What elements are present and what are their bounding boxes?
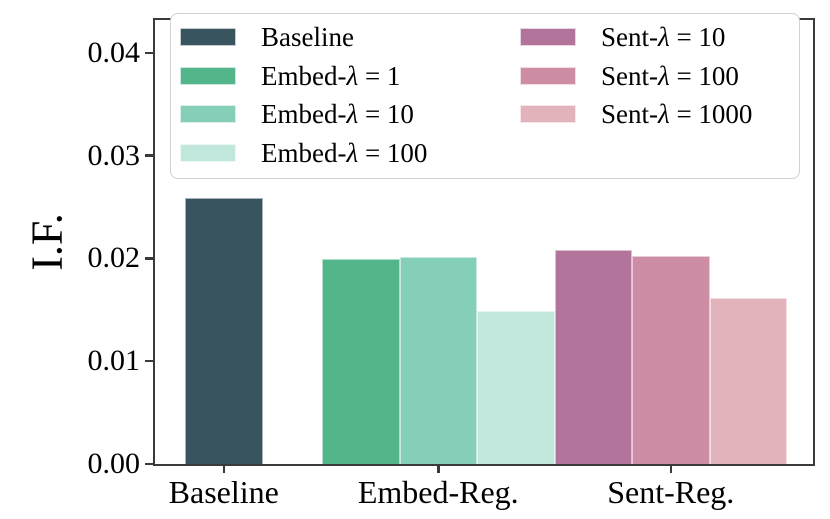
bar-baseline xyxy=(185,197,263,464)
legend-label: Sent-λ = 10 xyxy=(601,22,726,52)
legend-entry: Sent-λ = 10 xyxy=(520,18,725,56)
bar-sent-1000 xyxy=(709,297,787,464)
legend-swatch xyxy=(180,28,236,46)
legend-entry: Baseline xyxy=(180,18,354,56)
legend-swatch xyxy=(520,28,576,46)
legend-swatch xyxy=(520,105,576,124)
legend-entry: Embed-λ = 100 xyxy=(180,134,427,172)
y-tick-label: 0.02 xyxy=(87,241,141,275)
legend-entry: Sent-λ = 1000 xyxy=(520,95,752,133)
x-tick-mark xyxy=(669,466,672,473)
legend-entry: Sent-λ = 100 xyxy=(520,57,739,95)
y-tick-mark xyxy=(145,51,153,55)
legend-label: Embed-λ = 10 xyxy=(261,99,414,130)
y-tick-label: 0.01 xyxy=(87,344,141,378)
legend-label: Baseline xyxy=(261,22,354,52)
legend-label: Sent-λ = 1000 xyxy=(601,99,753,130)
y-tick-mark xyxy=(145,359,153,363)
x-tick-label-embed-reg-: Embed-Reg. xyxy=(357,474,519,510)
y-tick-label: 0.03 xyxy=(87,138,141,172)
legend-entry: Embed-λ = 1 xyxy=(180,57,400,95)
bar-sent-10 xyxy=(554,250,632,464)
y-tick-mark xyxy=(145,154,153,157)
bar-sent-100 xyxy=(632,256,710,464)
x-tick-mark xyxy=(222,466,225,473)
legend-swatch xyxy=(180,105,236,124)
legend-swatch xyxy=(180,144,236,163)
legend: Baseline Embed-λ = 1 Embed-λ = 10 Embed-λ =… xyxy=(170,13,800,179)
bar-embed-100 xyxy=(477,310,555,464)
x-tick-label-baseline: Baseline xyxy=(168,474,279,510)
x-tick-mark xyxy=(437,466,440,473)
y-tick-label: 0.00 xyxy=(87,447,141,480)
legend-label: Embed-λ = 1 xyxy=(261,60,401,91)
legend-entry: Embed-λ = 10 xyxy=(180,95,414,133)
y-tick-mark xyxy=(145,462,153,466)
legend-swatch xyxy=(180,66,236,85)
bar-embed-10 xyxy=(399,257,477,464)
y-tick-label: 0.04 xyxy=(87,35,141,69)
legend-label: Embed-λ = 100 xyxy=(261,138,428,169)
bar-embed-1 xyxy=(322,259,400,464)
legend-swatch xyxy=(520,66,576,85)
legend-label: Sent-λ = 100 xyxy=(601,60,739,91)
x-tick-label-sent-reg-: Sent-Reg. xyxy=(607,474,735,510)
y-tick-mark xyxy=(145,257,153,260)
